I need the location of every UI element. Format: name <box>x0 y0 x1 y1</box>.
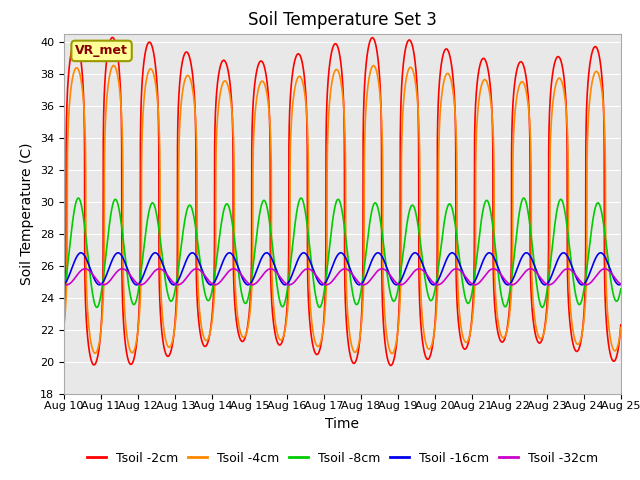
Tsoil -16cm <box>483 251 491 257</box>
Tsoil -2cm <box>483 61 491 67</box>
Tsoil -16cm <box>587 268 595 274</box>
Tsoil -16cm <box>594 252 602 258</box>
Tsoil -2cm <box>109 35 116 40</box>
Tsoil -32cm <box>490 266 497 272</box>
Tsoil -32cm <box>483 271 490 276</box>
Line: Tsoil -16cm: Tsoil -16cm <box>64 253 621 285</box>
Tsoil -32cm <box>508 282 516 288</box>
Tsoil -8cm <box>60 291 68 297</box>
Tsoil -8cm <box>594 200 602 206</box>
Tsoil -8cm <box>587 234 595 240</box>
Tsoil -4cm <box>467 325 475 331</box>
Tsoil -32cm <box>617 281 625 287</box>
Tsoil -16cm <box>225 250 233 256</box>
Line: Tsoil -4cm: Tsoil -4cm <box>64 65 621 353</box>
Tsoil -16cm <box>244 282 252 288</box>
Line: Tsoil -8cm: Tsoil -8cm <box>64 198 621 307</box>
Tsoil -2cm <box>594 47 602 52</box>
Tsoil -8cm <box>467 294 475 300</box>
Tsoil -4cm <box>617 325 625 331</box>
Tsoil -2cm <box>467 323 475 329</box>
Tsoil -32cm <box>250 282 257 288</box>
X-axis label: Time: Time <box>325 417 360 431</box>
Line: Tsoil -2cm: Tsoil -2cm <box>64 37 621 365</box>
Tsoil -4cm <box>388 350 396 356</box>
Tsoil -4cm <box>250 147 257 153</box>
Tsoil -16cm <box>60 281 68 287</box>
Tsoil -2cm <box>617 322 625 328</box>
Tsoil -32cm <box>324 282 332 288</box>
Text: VR_met: VR_met <box>75 44 128 58</box>
Title: Soil Temperature Set 3: Soil Temperature Set 3 <box>248 11 437 29</box>
Tsoil -4cm <box>324 138 332 144</box>
Tsoil -4cm <box>587 89 595 95</box>
Tsoil -2cm <box>250 98 257 104</box>
Tsoil -2cm <box>324 85 332 91</box>
Tsoil -4cm <box>110 62 118 68</box>
Tsoil -2cm <box>387 362 395 368</box>
Tsoil -16cm <box>467 282 475 288</box>
Tsoil -16cm <box>617 281 625 287</box>
Tsoil -8cm <box>483 197 491 203</box>
Y-axis label: Soil Temperature (C): Soil Temperature (C) <box>20 143 35 285</box>
Tsoil -2cm <box>587 56 595 62</box>
Tsoil -16cm <box>324 276 332 281</box>
Tsoil -16cm <box>250 276 257 282</box>
Legend: Tsoil -2cm, Tsoil -4cm, Tsoil -8cm, Tsoil -16cm, Tsoil -32cm: Tsoil -2cm, Tsoil -4cm, Tsoil -8cm, Tsoi… <box>82 447 603 469</box>
Tsoil -4cm <box>483 79 491 85</box>
Tsoil -8cm <box>316 304 323 310</box>
Tsoil -32cm <box>587 280 595 286</box>
Tsoil -2cm <box>60 320 68 325</box>
Tsoil -32cm <box>60 281 68 287</box>
Tsoil -32cm <box>594 271 602 277</box>
Tsoil -4cm <box>60 323 68 329</box>
Tsoil -8cm <box>74 195 82 201</box>
Tsoil -8cm <box>617 286 625 292</box>
Tsoil -8cm <box>250 262 257 267</box>
Tsoil -8cm <box>324 261 332 266</box>
Tsoil -4cm <box>594 69 602 75</box>
Line: Tsoil -32cm: Tsoil -32cm <box>64 269 621 285</box>
Tsoil -32cm <box>467 280 475 286</box>
